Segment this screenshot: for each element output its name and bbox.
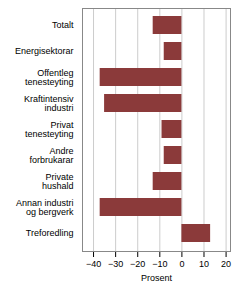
svg-text:0: 0 [179,259,184,269]
svg-text:Privattenesteyting: Privattenesteyting [25,120,74,139]
svg-text:10: 10 [199,259,209,269]
svg-text:Andreforbrukarar: Andreforbrukarar [29,146,73,165]
svg-text:−20: −20 [130,259,145,269]
svg-text:Kraftintensivindustri: Kraftintensivindustri [24,94,74,113]
svg-text:Annan industriog bergverk: Annan industriog bergverk [16,198,74,217]
svg-text:Prosent: Prosent [141,273,173,283]
svg-text:Treforedling: Treforedling [26,228,74,238]
svg-text:−10: −10 [152,259,167,269]
svg-text:Offentlegtenesteyting: Offentlegtenesteyting [25,68,74,87]
svg-text:Energisektorar: Energisektorar [15,46,74,56]
svg-text:−40: −40 [86,259,101,269]
svg-text:−30: −30 [108,259,123,269]
svg-text:Privatehushald: Privatehushald [42,172,74,191]
svg-text:20: 20 [221,259,231,269]
svg-text:Totalt: Totalt [52,20,74,30]
